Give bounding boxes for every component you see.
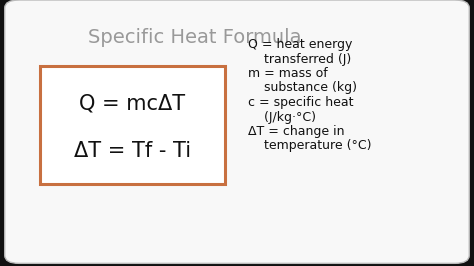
Text: ΔT = Tf - Ti: ΔT = Tf - Ti [74, 141, 191, 161]
Text: c = specific heat: c = specific heat [248, 96, 354, 109]
Text: m = mass of: m = mass of [248, 67, 328, 80]
Text: temperature (°C): temperature (°C) [248, 139, 372, 152]
Text: ΔT = change in: ΔT = change in [248, 125, 345, 138]
Text: Q = mcΔT: Q = mcΔT [80, 94, 185, 114]
FancyBboxPatch shape [40, 66, 225, 184]
Text: Specific Heat Formula: Specific Heat Formula [88, 28, 302, 47]
Text: substance (kg): substance (kg) [248, 81, 357, 94]
Text: Q = heat energy: Q = heat energy [248, 38, 352, 51]
Text: transferred (J): transferred (J) [248, 52, 351, 65]
Text: (J/kg·°C): (J/kg·°C) [248, 110, 316, 123]
